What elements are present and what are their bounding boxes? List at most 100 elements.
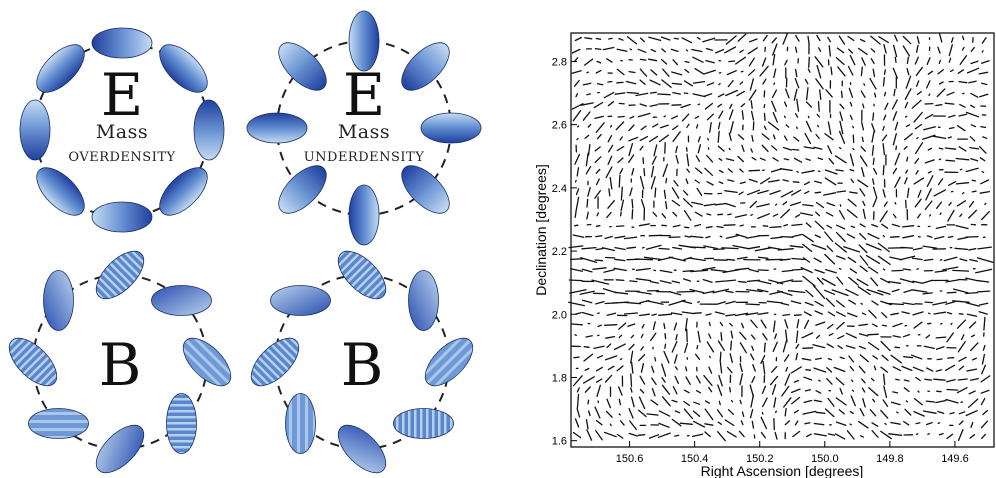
galaxy-ellipse — [337, 424, 387, 474]
shear-whisker — [858, 323, 868, 327]
shear-whisker — [965, 235, 979, 238]
shear-whisker — [937, 178, 944, 186]
shear-whisker — [703, 203, 716, 207]
shear-whisker — [618, 37, 624, 41]
shear-whisker — [607, 200, 615, 209]
shear-whisker — [779, 258, 791, 261]
shear-whisker — [880, 430, 892, 440]
shear-whisker — [966, 313, 978, 317]
shear-whisker — [867, 232, 880, 240]
shear-whisker — [595, 122, 605, 134]
shear-whisker — [771, 384, 777, 395]
shear-whisker — [847, 35, 855, 42]
shear-whisker — [783, 224, 789, 227]
shear-whisker — [814, 269, 825, 274]
shear-whisker — [748, 268, 760, 273]
shear-whisker — [591, 279, 610, 285]
shear-whisker — [762, 34, 768, 42]
shear-whisker — [946, 291, 957, 294]
shear-whisker — [862, 208, 866, 220]
shear-whisker — [968, 80, 977, 84]
shear-whisker — [661, 213, 667, 219]
shear-whisker — [751, 156, 757, 161]
shear-whisker — [692, 93, 706, 98]
shear-whisker — [740, 103, 746, 108]
shear-whisker — [697, 144, 702, 154]
shear-whisker — [740, 420, 744, 426]
shear-whisker — [805, 433, 812, 438]
shear-whisker — [649, 79, 661, 86]
shear-whisker — [859, 255, 869, 266]
shear-whisker — [927, 322, 932, 325]
shear-whisker — [650, 48, 657, 53]
shear-whisker — [860, 121, 865, 131]
shear-whisker — [977, 290, 991, 293]
shear-whisker — [650, 69, 658, 76]
shear-whisker — [980, 179, 990, 185]
shear-whisker — [965, 167, 979, 173]
shear-whisker — [965, 291, 979, 295]
shear-whisker — [894, 56, 897, 63]
shear-whisker — [958, 365, 965, 371]
shear-whisker — [804, 78, 809, 85]
shear-whisker — [702, 290, 715, 295]
shear-whisker — [683, 400, 690, 406]
shear-whisker — [568, 279, 583, 282]
shear-whisker — [595, 366, 603, 372]
shear-whisker — [926, 235, 933, 238]
shear-whisker — [965, 277, 979, 282]
galaxy-ellipse — [159, 167, 208, 216]
galaxy-ellipse — [91, 27, 153, 59]
shear-whisker — [978, 311, 988, 315]
shear-whisker — [903, 145, 908, 150]
shear-whisker — [771, 145, 778, 151]
shear-whisker — [793, 379, 800, 383]
galaxy-ellipse — [28, 408, 89, 439]
shear-whisker — [616, 48, 628, 52]
shear-whisker — [739, 49, 744, 53]
shear-whisker — [670, 312, 683, 316]
shear-whisker — [663, 115, 667, 118]
shear-whisker — [860, 146, 866, 152]
shear-whisker — [805, 222, 812, 228]
shear-whisker — [905, 75, 912, 89]
shear-whisker — [827, 397, 835, 407]
shear-whisker — [948, 114, 956, 118]
shear-whisker — [827, 433, 836, 436]
y-tick-label: 1.8 — [552, 372, 567, 384]
shear-whisker — [970, 421, 974, 429]
shear-whisker — [748, 169, 761, 172]
shear-whisker — [706, 213, 712, 216]
shear-whisker — [728, 132, 732, 142]
shear-whisker — [663, 189, 667, 200]
shear-whisker — [868, 309, 877, 319]
shear-whisker — [956, 125, 966, 132]
shear-whisker — [571, 70, 582, 74]
shear-whisker — [803, 181, 811, 186]
shear-whisker — [681, 37, 693, 44]
shear-whisker — [837, 345, 843, 350]
shear-whisker — [614, 246, 626, 251]
shear-whisker — [802, 410, 817, 415]
shear-whisker — [671, 340, 678, 353]
caption-line2: underdensity — [304, 144, 425, 166]
shear-whisker — [924, 301, 934, 304]
shear-whisker — [696, 187, 703, 197]
shear-whisker — [606, 211, 612, 219]
shear-whisker — [925, 367, 934, 372]
shear-whisker — [672, 385, 678, 395]
shear-whisker — [649, 280, 660, 284]
shear-whisker — [750, 148, 754, 153]
galaxy-ellipse — [151, 285, 212, 316]
shear-whisker — [705, 226, 713, 229]
shear-whisker — [682, 270, 694, 273]
panel-letter: B — [99, 331, 142, 399]
shear-whisker — [935, 399, 947, 404]
shear-whisker — [814, 310, 823, 315]
shear-whisker — [575, 188, 580, 196]
shear-whisker — [880, 409, 889, 419]
shear-whisker — [848, 191, 858, 194]
shear-whisker — [871, 131, 875, 143]
shear-whisker — [796, 126, 798, 130]
shear-whisker — [794, 68, 798, 78]
